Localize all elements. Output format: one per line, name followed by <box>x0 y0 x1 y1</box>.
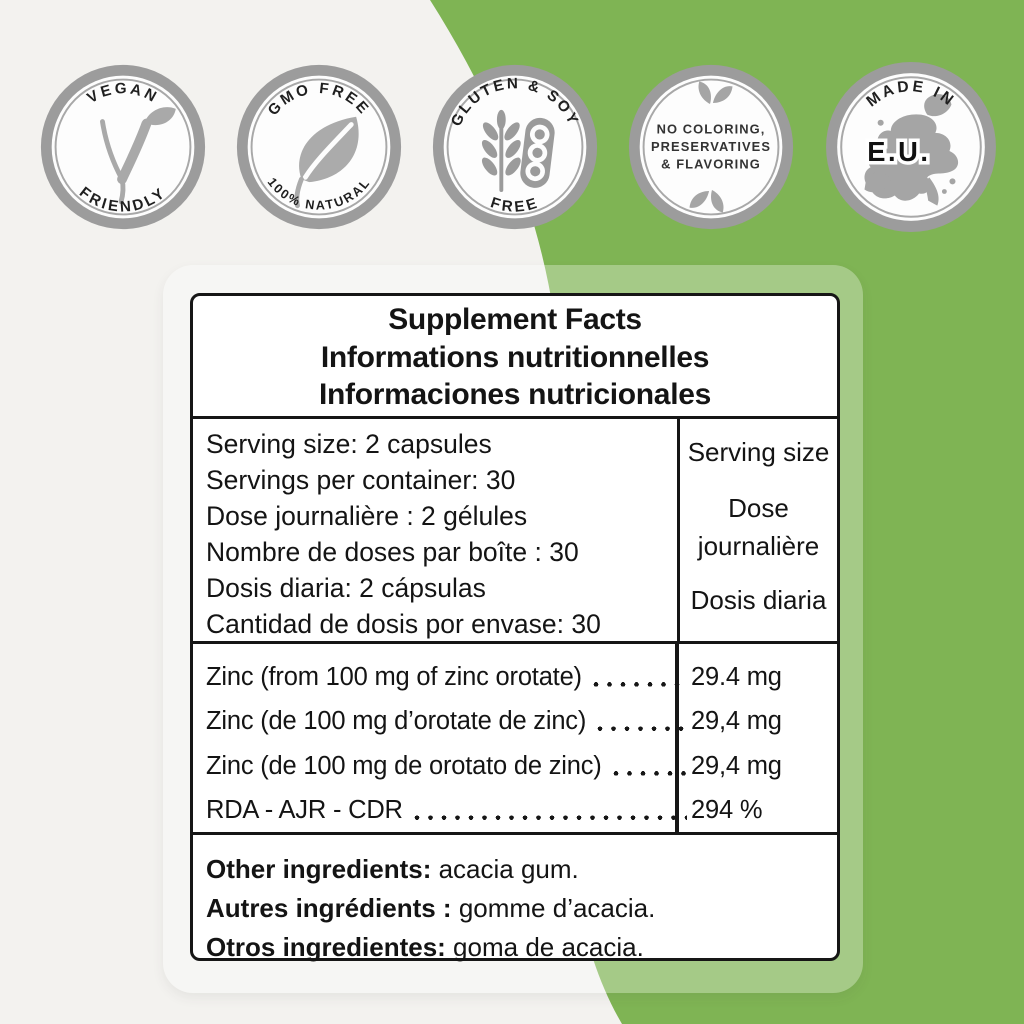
nutrient-row: Zinc (from 100 mg of zinc orotate) 29.4 … <box>193 655 837 700</box>
serving-col-es: Dosis diaria <box>690 585 827 615</box>
nutrient-value: 294 % <box>691 796 763 825</box>
serving-line-fr-2: Nombre de doses par boîte : 30 <box>206 537 579 567</box>
serving-line-en-2: Servings per container: 30 <box>206 465 516 495</box>
title-es: Informaciones nutricionales <box>319 378 711 411</box>
badge-line-3: & FLAVORING <box>661 157 761 172</box>
serving-line-fr-1: Dose journalière : 2 gélules <box>206 501 528 531</box>
svg-text:FREE: FREE <box>488 194 541 216</box>
supplement-facts-box: Supplement Facts Informations nutritionn… <box>190 293 840 962</box>
serving-line-en-1: Serving size: 2 capsules <box>206 429 492 459</box>
badge-made-in-eu: E.U. MADE IN <box>822 58 1000 236</box>
nutrient-name: Zinc (de 100 mg de orotato de zinc) <box>206 751 602 780</box>
other-ingredients-line: Other ingredients: acacia gum. <box>206 850 831 889</box>
badge-inner-ring <box>54 78 192 216</box>
badge-line-1: NO COLORING, <box>657 121 766 136</box>
other-ingredients-value: goma de acacia. <box>445 932 644 962</box>
nutrient-value: 29,4 mg <box>691 751 782 780</box>
wheat-and-soy-icon <box>481 109 555 192</box>
nutrient-value: 29.4 mg <box>691 662 782 691</box>
badge-center-text: E.U. <box>867 136 930 167</box>
nutrient-row: Zinc (de 100 mg de orotato de zinc) 29,4… <box>193 744 837 789</box>
other-ingredients-line: Autres ingrédients : gomme d’acacia. <box>206 889 831 928</box>
nutrient-row: RDA - AJR - CDR 294 % <box>193 788 837 833</box>
dotted-leader <box>594 699 687 744</box>
badge-line-2: PRESERVATIVES <box>651 139 771 154</box>
title-fr: Informations nutritionnelles <box>320 340 710 374</box>
facts-title-section: Supplement Facts Informations nutritionn… <box>193 296 837 419</box>
nutrient-value: 29,4 mg <box>691 707 782 736</box>
other-ingredients-value: acacia gum. <box>431 854 579 884</box>
title-en: Supplement Facts <box>388 303 642 336</box>
serving-col-fr-2: journalière <box>697 531 820 561</box>
other-ingredients-label: Other ingredients: <box>206 854 432 884</box>
serving-size-column: Serving size Dose journalière Dosis diar… <box>677 419 837 641</box>
badge-gmo-free: GMO FREE 100% NATURAL <box>233 61 405 233</box>
nutrient-name: Zinc (from 100 mg of zinc orotate) <box>206 662 582 691</box>
other-ingredients-section: Other ingredients: acacia gum. Autres in… <box>193 835 837 967</box>
nutrients-section: Zinc (from 100 mg of zinc orotate) 29.4 … <box>193 644 837 835</box>
nutrient-row: Zinc (de 100 mg d’orotate de zinc) 29,4 … <box>193 699 837 744</box>
other-ingredients-label: Otros ingredientes: <box>206 932 446 962</box>
other-ingredients-label: Autres ingrédients : <box>206 893 452 923</box>
other-ingredients-value: gomme d’acacia. <box>451 893 656 923</box>
column-divider <box>675 644 679 832</box>
sprig-leaves-icon <box>689 81 733 213</box>
serving-line-es-1: Dosis diaria: 2 cápsulas <box>206 573 486 603</box>
badge-gluten-soy-free: GLUTEN & SOY FREE <box>429 61 601 233</box>
serving-col-fr-1: Dose <box>728 493 789 523</box>
serving-section: Serving size: 2 capsules Servings per co… <box>193 419 837 644</box>
serving-line-es-2: Cantidad de dosis por envase: 30 <box>206 609 601 639</box>
natural-leaf-icon <box>294 116 359 209</box>
dotted-leader <box>609 744 687 789</box>
serving-col-en: Serving size <box>687 437 830 467</box>
nutrient-name: RDA - AJR - CDR <box>206 796 403 825</box>
badge-vegan-friendly: VEGAN FRIENDLY <box>37 61 209 233</box>
dotted-leader <box>589 655 687 700</box>
badge-bottom-text: FREE <box>488 194 538 216</box>
badge-no-additives: NO COLORING, PRESERVATIVES & FLAVORING <box>625 61 797 233</box>
serving-details: Serving size: 2 capsules Servings per co… <box>193 419 677 641</box>
other-ingredients-line: Otros ingredientes: goma de acacia. <box>206 928 831 967</box>
dotted-leader <box>410 788 687 833</box>
vegan-v-leaf-icon <box>100 107 176 205</box>
nutrient-name: Zinc (de 100 mg d’orotate de zinc) <box>206 707 587 736</box>
europe-map-icon <box>864 94 959 206</box>
